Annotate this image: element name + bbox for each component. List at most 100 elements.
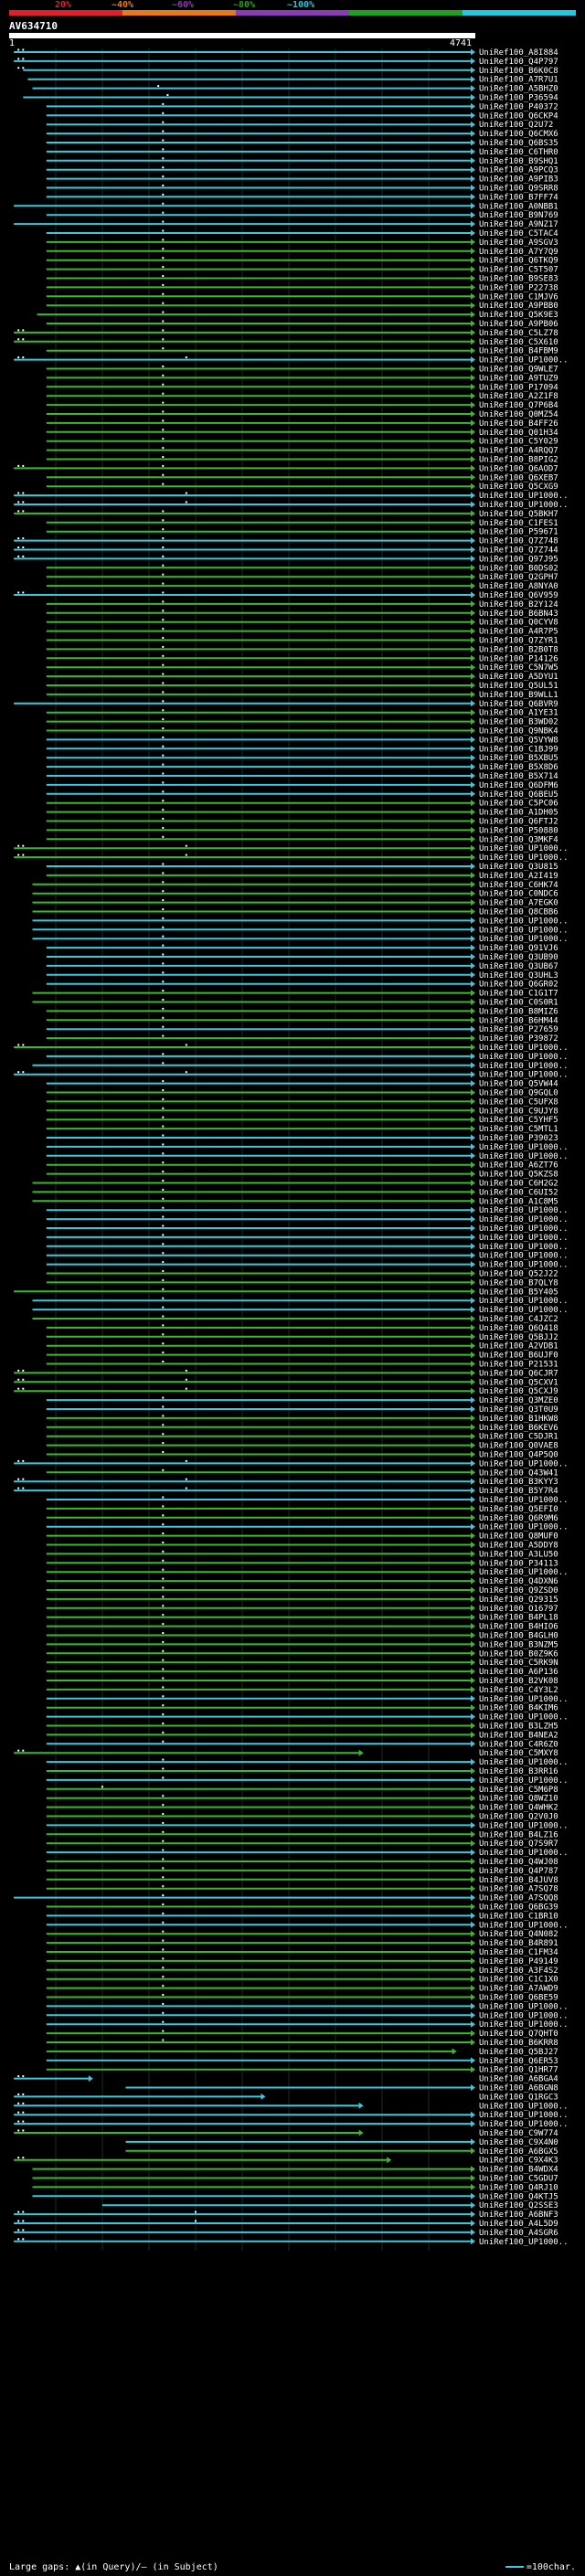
gap-marker xyxy=(162,654,165,657)
hit-arrow xyxy=(471,157,475,164)
hit-label: UniRef100_B4KIM6 xyxy=(479,1704,558,1713)
hit-arrow xyxy=(88,2075,93,2083)
hit-arrow xyxy=(471,139,475,146)
gap-marker xyxy=(17,58,20,60)
hit-label: UniRef100_UP1000.. xyxy=(479,1234,569,1243)
hit-label: UniRef100_UP1000.. xyxy=(479,1568,569,1577)
hit-arrow xyxy=(471,248,475,255)
gap-marker xyxy=(162,546,165,548)
hit-arrow xyxy=(471,863,475,870)
gap-marker xyxy=(162,1016,165,1019)
gap-marker xyxy=(162,1206,165,1209)
gap-marker xyxy=(162,800,165,802)
gap-marker xyxy=(162,528,165,531)
hit-arrow xyxy=(471,736,475,743)
gap-marker xyxy=(185,1487,187,1489)
gap-marker xyxy=(162,555,165,557)
hit-label: UniRef100_Q4N082 xyxy=(479,1930,558,1939)
hit-label: UniRef100_B9N769 xyxy=(479,211,558,220)
hit-arrow xyxy=(471,1487,475,1494)
gap-marker xyxy=(162,1668,165,1670)
gap-marker xyxy=(162,275,165,277)
hit-arrow xyxy=(471,1378,475,1385)
gap-marker xyxy=(185,1071,187,1074)
gap-marker xyxy=(17,329,20,332)
hit-label: UniRef100_UP1000.. xyxy=(479,1297,569,1306)
gap-marker xyxy=(17,2229,20,2231)
hit-arrow xyxy=(471,1677,475,1684)
hit-label: UniRef100_Q7QHT0 xyxy=(479,2030,558,2039)
gap-marker xyxy=(162,818,165,820)
hit-arrow xyxy=(471,628,475,635)
hit-arrow xyxy=(471,1306,475,1313)
hit-arrow xyxy=(471,564,475,571)
hit-arrow xyxy=(471,645,475,652)
gap-marker xyxy=(185,1459,187,1462)
gap-marker xyxy=(17,48,20,51)
hit-label: UniRef100_A0NBB1 xyxy=(479,202,558,211)
gap-marker xyxy=(22,501,25,504)
gap-marker xyxy=(162,944,165,947)
gap-marker xyxy=(162,1577,165,1580)
hit-label: UniRef100_B4LZ16 xyxy=(479,1830,558,1839)
gap-marker xyxy=(162,899,165,902)
scale-legend-text: =100char. xyxy=(526,2562,576,2572)
hit-label: UniRef100_C9X4K3 xyxy=(479,2157,558,2166)
hit-label: UniRef100_A4L5D9 xyxy=(479,2220,558,2229)
hit-arrow xyxy=(471,1234,475,1241)
hit-label: UniRef100_Q5CXV1 xyxy=(479,1378,558,1387)
hit-arrow xyxy=(471,166,475,174)
hit-arrow xyxy=(471,2138,475,2146)
scale-segment-4 xyxy=(463,10,576,16)
hit-arrow xyxy=(471,1387,475,1394)
hit-arrow xyxy=(471,1252,475,1259)
gap-marker xyxy=(162,510,165,513)
hit-arrow xyxy=(471,682,475,689)
hit-label: UniRef100_UP1000.. xyxy=(479,1215,569,1224)
hit-label: UniRef100_A2I419 xyxy=(479,872,558,881)
hit-arrow xyxy=(471,890,475,897)
hit-label: UniRef100_B8MIZ6 xyxy=(479,1007,558,1016)
hit-arrow xyxy=(471,1740,475,1747)
gap-marker xyxy=(162,1025,165,1028)
hit-label: UniRef100_C5GDU7 xyxy=(479,2175,558,2184)
hit-label: UniRef100_UP1000.. xyxy=(479,1252,569,1261)
hit-label: UniRef100_B4GLH0 xyxy=(479,1632,558,1641)
gap-marker xyxy=(162,1361,165,1362)
hit-label: UniRef100_Q6DFM6 xyxy=(479,781,558,790)
hit-label: UniRef100_Q0MZ54 xyxy=(479,410,558,419)
hit-arrow xyxy=(471,1352,475,1359)
hit-label: UniRef100_Q6Q418 xyxy=(479,1324,558,1333)
hit-arrow xyxy=(471,835,475,843)
hit-arrow xyxy=(471,1089,475,1096)
gap-marker xyxy=(22,1369,25,1372)
hit-label: UniRef100_UP1000.. xyxy=(479,926,569,935)
hit-label: UniRef100_Q4KTJ5 xyxy=(479,2192,558,2201)
gap-marker xyxy=(22,48,25,51)
hit-arrow xyxy=(452,2048,457,2055)
hit-arrow xyxy=(471,302,475,309)
gap-marker xyxy=(162,1270,165,1272)
hit-arrow xyxy=(471,464,475,472)
hit-label: UniRef100_C5RK9N xyxy=(479,1659,558,1668)
hit-label: UniRef100_P17094 xyxy=(479,383,558,392)
scale-segment-3 xyxy=(349,10,463,16)
gap-marker xyxy=(162,709,165,712)
hit-label: UniRef100_UP1000.. xyxy=(479,1523,569,1532)
hit-label: UniRef100_A9PBB0 xyxy=(479,302,558,311)
hit-arrow xyxy=(471,1071,475,1078)
hit-arrow xyxy=(471,1568,475,1575)
gap-marker xyxy=(162,1215,165,1218)
gap-marker xyxy=(162,1858,165,1860)
hit-label: UniRef100_C4R6Z0 xyxy=(479,1740,558,1749)
gap-marker xyxy=(162,917,165,919)
gap-marker xyxy=(162,1867,165,1870)
hit-arrow xyxy=(471,1912,475,1919)
gap-marker xyxy=(162,429,165,431)
hit-label: UniRef100_A5BHZ0 xyxy=(479,85,558,94)
hit-arrow xyxy=(471,990,475,997)
hit-label: UniRef100_Q1RGC3 xyxy=(479,2093,558,2102)
hit-label: UniRef100_Q8CBB6 xyxy=(479,908,558,917)
gap-marker xyxy=(22,58,25,60)
gap-marker xyxy=(162,1767,165,1770)
